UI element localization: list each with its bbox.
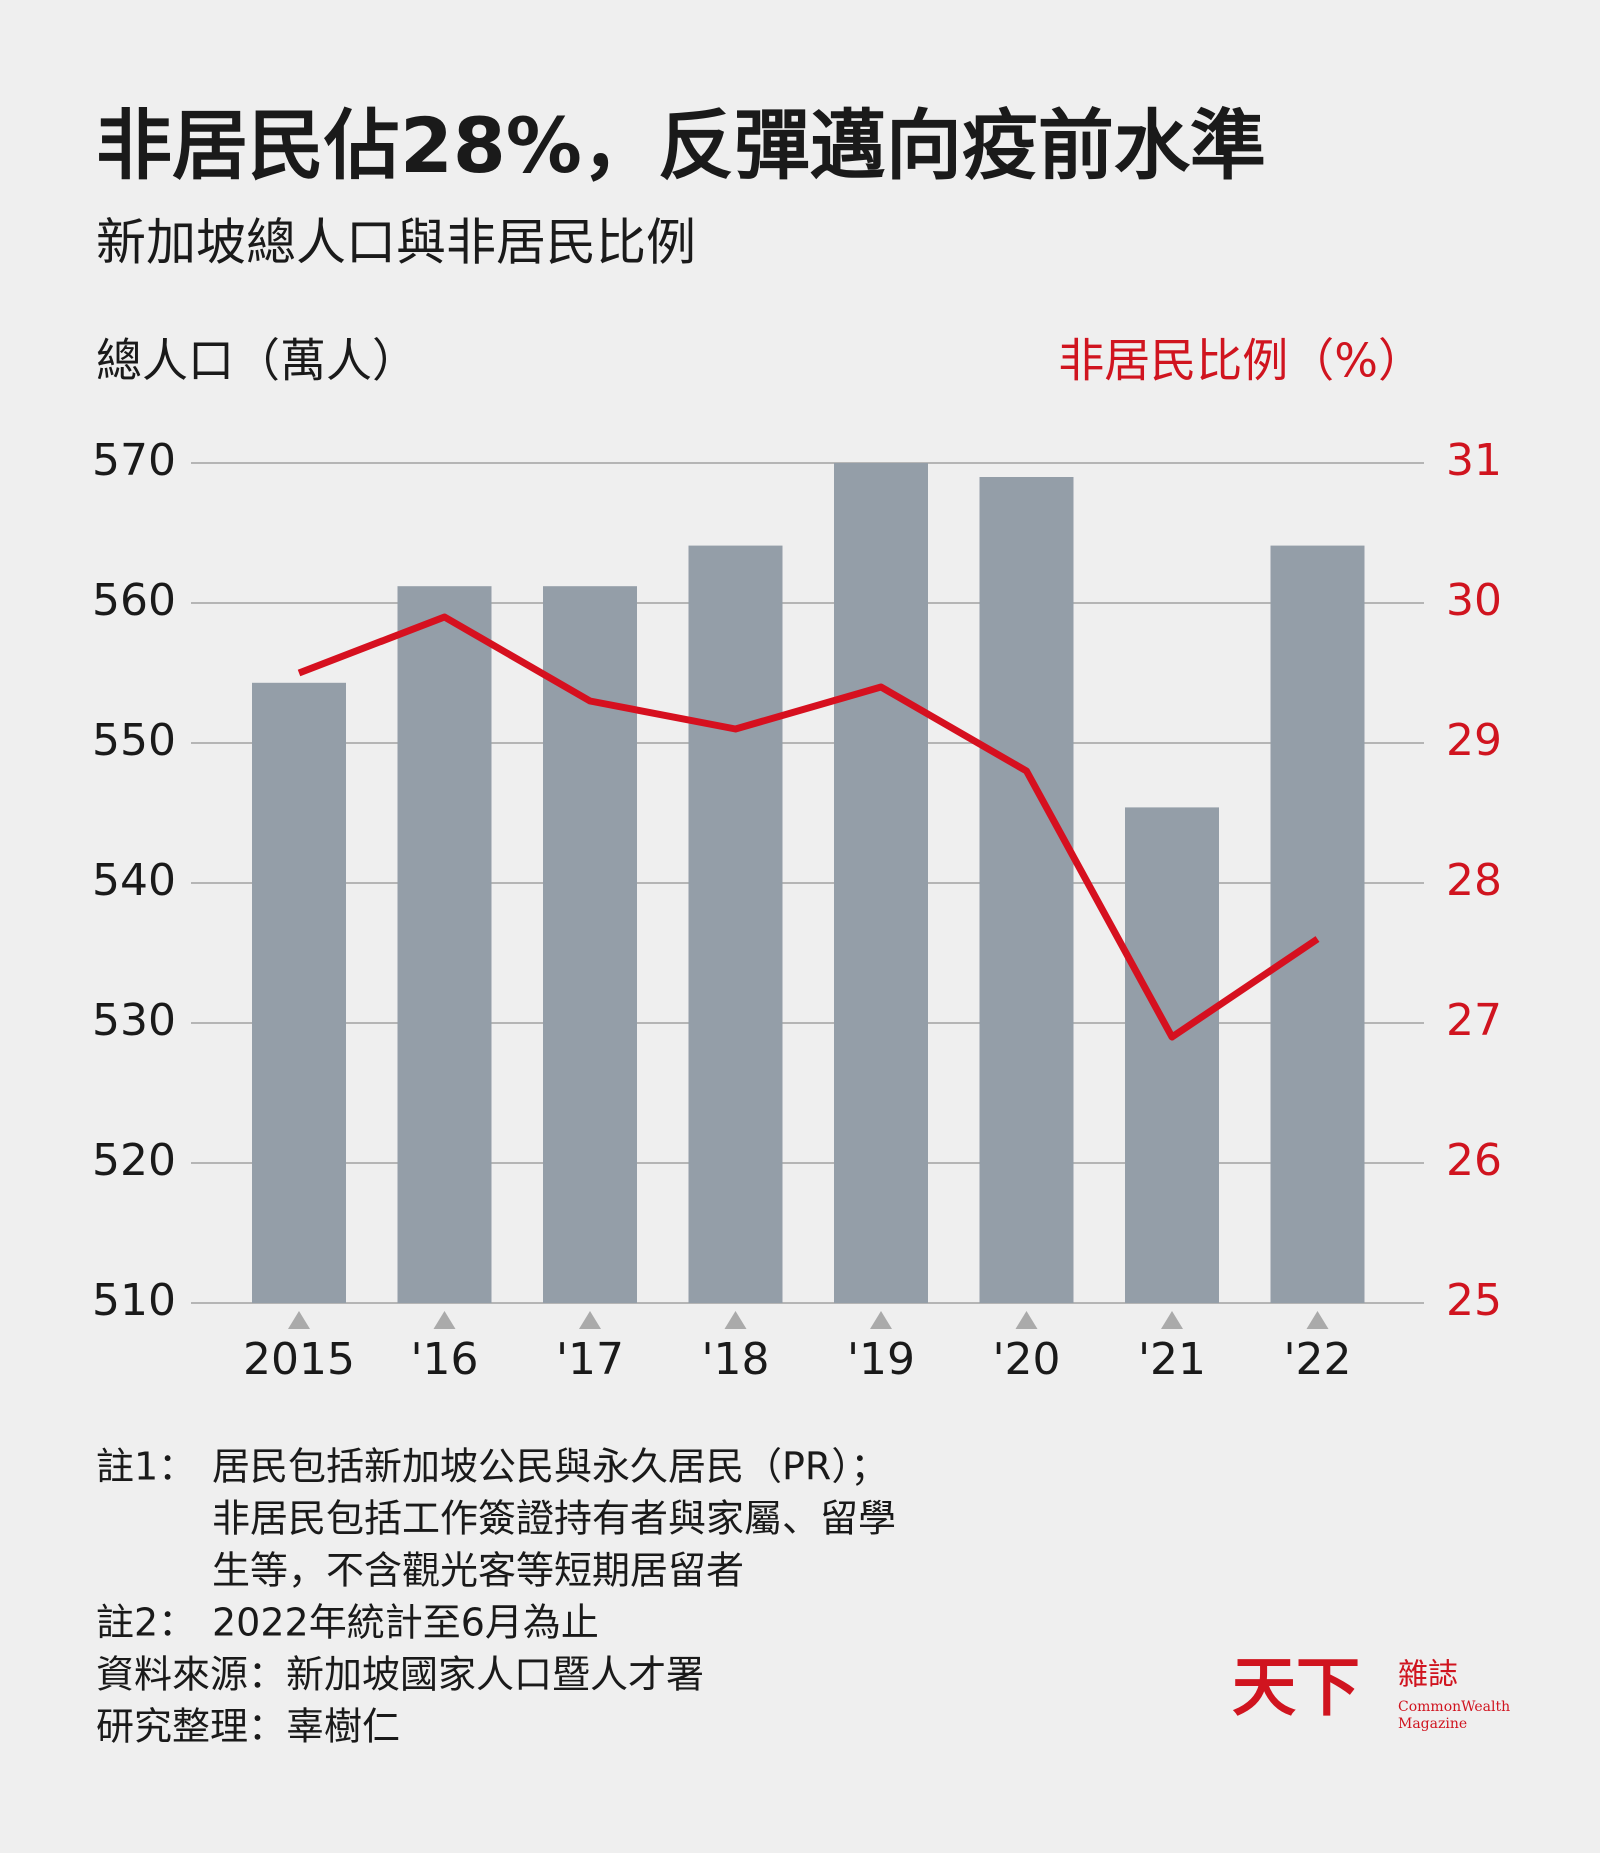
logo-en: Magazine: [1398, 1716, 1467, 1732]
note-text: 生等，不含觀光客等短期居留者: [212, 1549, 744, 1593]
y-tick-label: 540: [92, 855, 176, 906]
tick-marker: [1306, 1311, 1329, 1329]
bar: [252, 682, 346, 1303]
y2-tick-label: 27: [1446, 995, 1502, 1046]
bar: [543, 586, 637, 1303]
x-tick-label: '21: [1138, 1334, 1206, 1385]
y2-tick-label: 30: [1446, 575, 1502, 626]
logo-side: 雜誌: [1398, 1658, 1458, 1693]
bar: [834, 463, 928, 1303]
y-tick-label: 520: [92, 1135, 176, 1186]
logo: 天下 雜誌 CommonWealth Magazine: [1232, 1651, 1510, 1733]
note-text: 非居民包括工作簽證持有者與家屬、留學: [212, 1497, 896, 1541]
bar: [397, 586, 492, 1303]
x-tick-label: '16: [410, 1334, 478, 1385]
logo-en: CommonWealth: [1398, 1699, 1510, 1715]
x-tick-label: '19: [847, 1334, 915, 1385]
y2-tick-label: 26: [1446, 1135, 1502, 1186]
y-tick-label: 510: [92, 1275, 176, 1326]
x-tick-label: 2015: [243, 1334, 355, 1385]
logo-main: 天下: [1232, 1651, 1360, 1726]
chart-subtitle: 新加坡總人口與非居民比例: [96, 214, 696, 272]
chart-title: 非居民佔28%，反彈邁向疫前水準: [96, 101, 1266, 190]
note-text: 2022年統計至6月為止: [212, 1601, 599, 1645]
bar: [979, 477, 1074, 1303]
note-label: 研究整理：: [96, 1705, 286, 1749]
tick-marker: [870, 1311, 892, 1329]
y-tick-label: 570: [92, 435, 176, 486]
tick-marker: [288, 1311, 310, 1329]
y2-tick-label: 29: [1446, 715, 1502, 766]
note-text: 辜樹仁: [286, 1705, 400, 1749]
tick-marker: [1161, 1311, 1183, 1329]
y2-tick-label: 28: [1446, 855, 1502, 906]
tick-marker: [724, 1311, 747, 1329]
y2-tick-label: 31: [1446, 435, 1502, 486]
x-tick-label: '18: [701, 1334, 769, 1385]
x-tick-label: '22: [1283, 1334, 1351, 1385]
note-text: 新加坡國家人口暨人才署: [286, 1653, 704, 1697]
note-label: 註2：: [96, 1601, 196, 1645]
tick-marker: [1015, 1311, 1038, 1329]
note-text: 居民包括新加坡公民與永久居民（PR）；: [212, 1445, 888, 1489]
y-axis-title: 總人口（萬人）: [96, 334, 418, 388]
y-tick-label: 550: [92, 715, 176, 766]
bar: [1125, 807, 1219, 1303]
line: [297, 613, 1320, 1041]
y-tick-label: 560: [92, 575, 176, 626]
note-label: 資料來源：: [96, 1653, 286, 1697]
y2-axis-title: 非居民比例（%）: [1058, 334, 1424, 388]
note-label: 註1：: [96, 1445, 196, 1489]
bar: [1270, 545, 1365, 1303]
y2-tick-label: 25: [1446, 1275, 1502, 1326]
x-tick-label: '20: [992, 1334, 1060, 1385]
x-tick-label: '17: [556, 1334, 624, 1385]
tick-marker: [579, 1311, 601, 1329]
bar: [688, 545, 783, 1303]
y-tick-label: 530: [92, 995, 176, 1046]
tick-marker: [433, 1311, 456, 1329]
